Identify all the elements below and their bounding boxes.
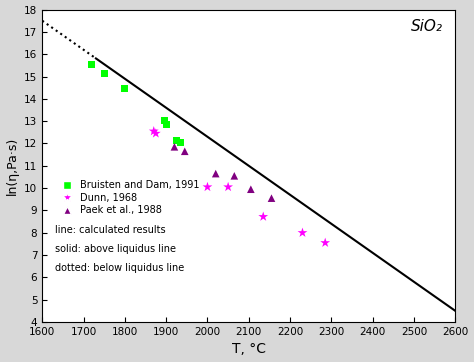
- Point: [177, 139, 184, 145]
- Text: SiO₂: SiO₂: [411, 19, 443, 34]
- Point: [150, 128, 157, 134]
- Point: [259, 214, 267, 220]
- Point: [163, 122, 170, 127]
- Point: [100, 70, 108, 76]
- Text: line: calculated results: line: calculated results: [55, 225, 165, 235]
- Text: solid: above liquidus line: solid: above liquidus line: [55, 244, 175, 254]
- Point: [224, 184, 232, 190]
- Y-axis label: ln(η,Pa·s): ln(η,Pa·s): [6, 137, 18, 195]
- Point: [160, 117, 168, 123]
- X-axis label: T, °C: T, °C: [232, 342, 266, 357]
- Point: [88, 61, 96, 67]
- Point: [212, 171, 219, 177]
- Point: [247, 186, 255, 192]
- Point: [181, 148, 189, 154]
- Point: [204, 184, 211, 190]
- Point: [268, 195, 275, 201]
- Text: dotted: below liquidus line: dotted: below liquidus line: [55, 263, 184, 273]
- Legend: Bruisten and Dam, 1991, Dunn, 1968, Paek et al., 1988: Bruisten and Dam, 1991, Dunn, 1968, Paek…: [55, 178, 201, 217]
- Point: [321, 240, 329, 246]
- Point: [171, 144, 178, 150]
- Point: [173, 137, 180, 143]
- Point: [121, 86, 128, 92]
- Point: [299, 230, 306, 236]
- Point: [230, 173, 238, 179]
- Point: [152, 131, 160, 136]
